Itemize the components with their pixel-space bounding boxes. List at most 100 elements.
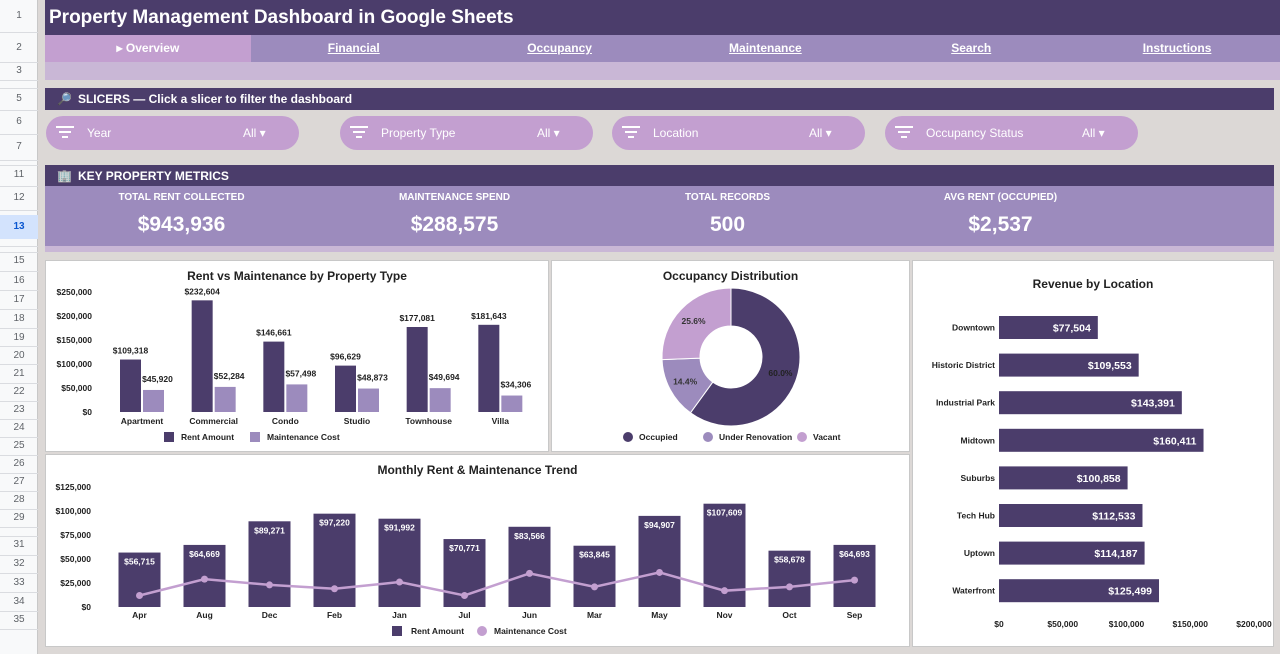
data-label: $64,693 [839,549,870,559]
x-tick-label: Condo [272,416,299,426]
chart-title: Monthly Rent & Maintenance Trend [377,463,578,477]
row-number[interactable]: 26 [13,458,25,469]
data-label: $181,643 [471,311,507,321]
row-number[interactable]: 13 [0,215,38,239]
monthly-trend-chart[interactable]: Monthly Rent & Maintenance Trend $0 $25,0… [45,454,910,647]
data-label: $57,498 [285,368,316,378]
data-label: $125,499 [1108,586,1152,598]
row-number[interactable]: 24 [13,422,25,433]
x-tick-label: $50,000 [1047,619,1078,629]
legend-swatch [164,432,174,442]
row-number[interactable]: 11 [13,169,25,180]
line-point [266,581,273,589]
row-divider [0,437,38,438]
bar-revenue [999,316,1098,339]
row-number[interactable]: 28 [13,494,25,505]
occupancy-distribution-chart[interactable]: Occupancy Distribution 60.0% 14.4% 25.6% Oc… [551,260,910,452]
category-label: Historic District [932,360,995,370]
row-divider [0,252,38,253]
row-number[interactable]: 20 [13,350,25,361]
metric-label: MAINTENANCE SPEND [398,192,511,203]
filter-icon [622,126,640,140]
row-number[interactable]: 31 [13,539,25,550]
bar-rent-amount [833,544,876,607]
y-tick-label: $250,000 [57,287,93,297]
nav-tabs: ▸ Overview Financial Occupancy Maintenance S… [45,35,1280,62]
row-number[interactable]: 12 [13,192,25,203]
row-number[interactable]: 27 [13,476,25,487]
row-number[interactable]: 16 [13,275,25,286]
row-number[interactable]: 32 [13,558,25,569]
legend-label: Occupied [639,432,678,442]
row-number[interactable]: 23 [13,404,25,415]
slicer-occupancy-status[interactable]: Occupancy Status All ▾ [885,116,1138,150]
tab-search[interactable]: Search [951,41,992,55]
row-number[interactable]: 1 [16,10,22,21]
row-divider [0,32,38,33]
row-number[interactable]: 2 [16,42,22,53]
row-number[interactable]: 3 [16,65,22,76]
category-label: Uptown [964,548,995,558]
row-number[interactable]: 34 [13,596,25,607]
slicer-property-type[interactable]: Property Type All ▾ [340,116,593,150]
data-label: $63,845 [579,550,610,560]
bar-maintenance-cost [501,395,523,412]
bar-maintenance-cost [429,388,451,412]
slicer-location[interactable]: Location All ▾ [612,116,865,150]
bar-rent-amount [508,526,551,607]
tab-maintenance[interactable]: Maintenance [729,41,802,55]
data-label: $52,284 [214,371,245,381]
slicer-value[interactable]: All ▾ [1082,126,1105,140]
slicer-year[interactable]: Year All ▾ [46,116,299,150]
metric-card: AVG RENT (OCCUPIED) $2,537 [864,186,1137,237]
tab-financial[interactable]: Financial [327,41,380,55]
slicer-value[interactable]: All ▾ [243,126,266,140]
x-tick-label: Jan [392,610,407,620]
metrics-band: TOTAL RENT COLLECTED $943,936 MAINTENANCE … [45,186,1274,246]
slicer-label: Occupancy Status [926,126,1024,140]
slicers-header: 🔎 SLICERS — Click a slicer to filter the … [45,88,1274,110]
data-label: $107,609 [707,508,743,518]
slicer-value[interactable]: All ▾ [809,126,832,140]
y-tick-label: $200,000 [57,311,93,321]
row-number[interactable]: 15 [13,255,25,266]
row-number[interactable]: 6 [16,116,22,127]
row-number[interactable]: 18 [13,313,25,324]
x-tick-label: $200,000 [1236,619,1272,629]
metric-card: TOTAL RENT COLLECTED $943,936 [45,186,318,237]
slicer-label: Location [653,126,699,140]
row-number[interactable]: 5 [16,93,22,104]
y-tick-label: $0 [82,602,92,612]
row-number[interactable]: 25 [13,440,25,451]
y-tick-label: $0 [83,407,93,417]
row-number[interactable]: 17 [13,294,25,305]
metric-value: $288,575 [410,213,499,236]
legend-label: Maintenance Cost [267,432,340,442]
data-label: $77,504 [1053,323,1091,335]
row-number[interactable]: 21 [13,368,25,379]
row-number[interactable]: 19 [13,332,25,343]
row-number[interactable]: 22 [13,386,25,397]
row-number[interactable]: 33 [13,577,25,588]
tab-occupancy[interactable]: Occupancy [527,41,592,55]
nav-spacer [45,62,1280,80]
tab-instructions[interactable]: Instructions [1142,41,1212,55]
bar-revenue [999,579,1160,603]
data-label: $96,629 [330,352,361,362]
data-label: $64,669 [189,549,220,559]
rent-vs-maintenance-chart[interactable]: Rent vs Maintenance by Property Type $0 $… [45,260,549,452]
row-number[interactable]: 7 [16,141,22,152]
bar-revenue [999,428,1204,452]
line-point [201,575,208,583]
slicer-label: Property Type [381,126,456,140]
building-icon: 🏢 [57,169,72,183]
revenue-by-location-chart[interactable]: Revenue by Location Downtown $77,504 Histo… [912,260,1274,647]
slicer-value[interactable]: All ▾ [537,126,560,140]
row-number[interactable]: 29 [13,512,25,523]
chart-title: Rent vs Maintenance by Property Type [187,269,407,283]
tab-overview[interactable]: ▸ Overview [45,35,251,62]
row-number[interactable]: 35 [13,614,25,625]
data-label: $232,604 [184,286,220,296]
legend-dot [623,432,633,442]
bar-maintenance-cost [286,384,308,412]
